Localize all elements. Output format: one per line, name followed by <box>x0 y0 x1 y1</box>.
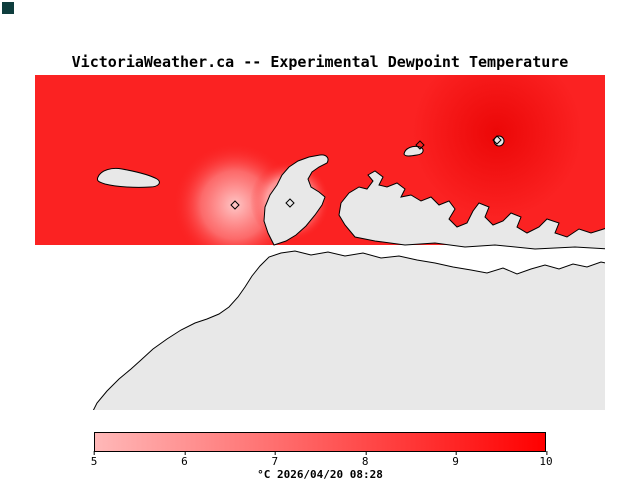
corner-marker <box>2 2 14 14</box>
tick-label-10: 10 <box>539 451 553 468</box>
station-marker-diamond <box>492 135 502 145</box>
tick-label-6: 6 <box>181 451 188 468</box>
victoria-peninsula <box>263 154 329 246</box>
colorbar-tick-labels: 5 6 7 8 9 10 <box>90 451 553 470</box>
victoria-east-land <box>338 170 605 250</box>
station-marker-diamond <box>230 200 240 210</box>
olympic-peninsula <box>92 250 605 410</box>
tick-label-8: 8 <box>361 451 369 468</box>
station-markers <box>230 135 502 210</box>
colorbar-caption: °C 2026/04/20 08:28 <box>257 468 383 480</box>
island-west <box>96 167 160 188</box>
page-title: VictoriaWeather.ca -- Experimental Dewpo… <box>71 53 569 71</box>
colorbar-gradient <box>94 432 546 452</box>
tick-label-9: 9 <box>452 451 459 468</box>
dewpoint-map-svg <box>35 75 605 410</box>
dewpoint-map <box>35 75 605 410</box>
colorbar: 5 6 7 8 9 10 °C 2026/04/20 08:28 <box>90 432 553 480</box>
tick-label-7: 7 <box>271 451 279 468</box>
tick-label-5: 5 <box>90 451 98 468</box>
station-marker-diamond <box>285 198 295 208</box>
dewpoint-warm-spot <box>412 75 582 218</box>
station-marker-diamond <box>415 140 425 150</box>
islet-1 <box>403 145 424 157</box>
dewpoint-field <box>35 75 605 245</box>
